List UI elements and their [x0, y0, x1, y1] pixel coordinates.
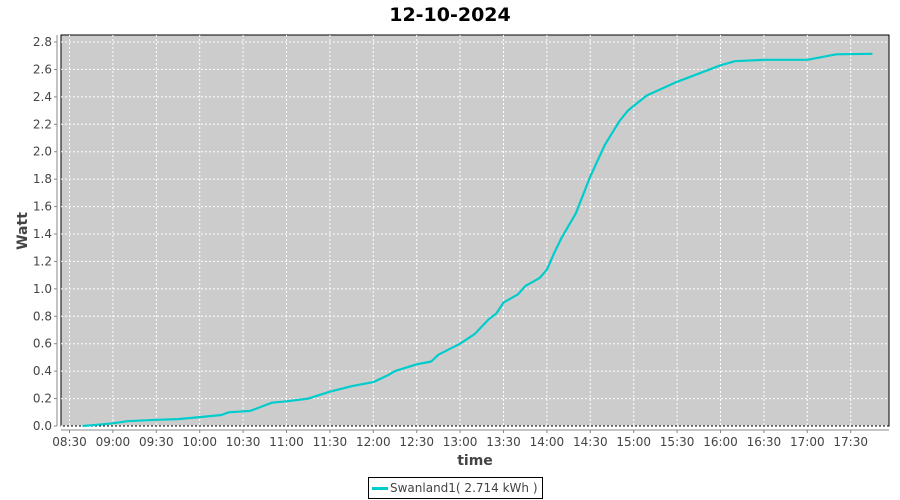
x-axis: 08:30 09:00 09:30 10:00 10:30 11:00 11:30 12:00… [52, 429, 889, 449]
x-tick-label: 12:30 [399, 435, 434, 449]
x-tick-label: 08:30 [52, 435, 87, 449]
y-tick-label: 0.6 [33, 337, 52, 351]
y-tick-label: 0.8 [33, 309, 52, 323]
y-tick-label: 2.8 [33, 35, 52, 49]
y-tick-label: 0.0 [33, 419, 52, 433]
legend-swatch [372, 486, 388, 490]
y-tick-label: 1.4 [33, 227, 52, 241]
x-tick-label: 13:30 [486, 435, 521, 449]
y-tick-label: 2.2 [33, 117, 52, 131]
x-tick-label: 13:00 [443, 435, 478, 449]
x-tick-label: 11:00 [269, 435, 304, 449]
y-axis-label: Watt [15, 212, 31, 250]
plot-area [60, 34, 890, 427]
x-tick-label: 09:00 [96, 435, 131, 449]
x-tick-label: 17:30 [833, 435, 868, 449]
y-tick-label: 1.8 [33, 172, 52, 186]
x-tick-label: 17:00 [790, 435, 825, 449]
x-tick-label: 11:30 [313, 435, 348, 449]
y-tick-label: 1.0 [33, 282, 52, 296]
x-tick-label: 10:00 [182, 435, 217, 449]
x-tick-label: 14:30 [573, 435, 608, 449]
x-tick-label: 16:00 [703, 435, 738, 449]
y-tick-label: 1.6 [33, 200, 52, 214]
y-tick-label: 0.4 [33, 364, 52, 378]
series-line [82, 52, 873, 428]
y-tick-label: 2.0 [33, 145, 52, 159]
x-tick-label: 10:30 [226, 435, 261, 449]
x-tick-label: 09:30 [139, 435, 174, 449]
y-tick-label: 2.4 [33, 90, 52, 104]
y-tick-label: 2.6 [33, 62, 52, 76]
legend-label: Swanland1( 2.714 kWh ) [390, 481, 538, 495]
legend: Swanland1( 2.714 kWh ) [368, 477, 543, 499]
grid [61, 35, 889, 427]
x-tick-label: 14:00 [530, 435, 565, 449]
y-tick-label: 0.2 [33, 392, 52, 406]
x-tick-label: 15:00 [616, 435, 651, 449]
x-tick-label: 12:00 [356, 435, 391, 449]
x-axis-label: time [457, 453, 493, 469]
x-tick-label: 15:30 [660, 435, 695, 449]
y-tick-label: 1.2 [33, 254, 52, 268]
series-layer [82, 52, 873, 428]
x-tick-label: 16:30 [747, 435, 782, 449]
chart-title: 12-10-2024 [389, 4, 511, 26]
y-axis: 0.0 0.2 0.4 0.6 0.8 1.0 1.2 1.4 1.6 1.8 2.0 2.2 2.4 2… [33, 35, 58, 433]
